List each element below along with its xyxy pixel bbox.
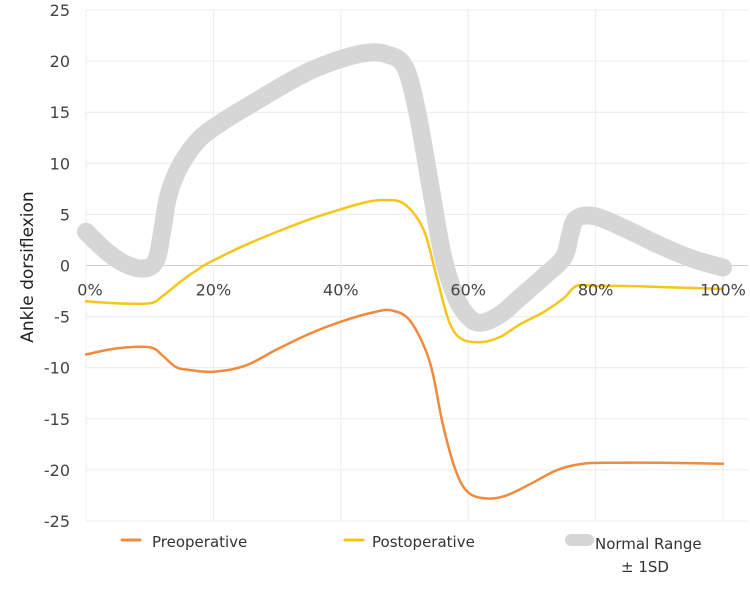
legend-label: Normal Range [595,535,702,553]
y-tick-label: -25 [44,512,70,531]
y-tick-label: -10 [44,359,70,378]
x-tick-label: 100% [700,281,746,300]
postoperative-line [84,198,725,344]
legend-item-normal-range: Normal Range ± 1SD [565,534,702,576]
legend-label: Postoperative [372,533,475,551]
y-tick-label: 15 [50,103,70,122]
y-tick-label: 25 [50,1,70,20]
legend-item-preoperative: Preoperative [120,533,247,551]
series-lines [77,43,732,500]
y-tick-label: -20 [44,461,70,480]
x-tick-label: 80% [578,281,614,300]
x-tick-label: 0% [77,281,102,300]
x-axis-ticks: 0% 20% 40% 60% 80% 100% [77,281,746,300]
y-tick-label: -15 [44,410,70,429]
y-tick-label: -5 [54,308,70,327]
y-axis-label: Ankle dorsiflexion [18,191,38,342]
normal-range-band [77,43,732,332]
legend: Preoperative Postoperative Normal Range ± 1… [120,533,702,576]
y-tick-label: 5 [60,205,70,224]
preoperative-line [84,308,725,500]
legend-label: ± 1SD [621,558,669,576]
x-tick-label: 20% [196,281,232,300]
y-tick-label: 10 [50,154,70,173]
x-tick-label: 60% [450,281,486,300]
x-tick-label: 40% [323,281,359,300]
legend-label: Preoperative [152,533,247,551]
legend-item-postoperative: Postoperative [343,533,475,551]
y-axis-ticks: 25 20 15 10 5 0 -5 -10 -15 -20 -25 [44,1,70,531]
y-tick-label: 20 [50,52,70,71]
y-tick-label: 0 [60,257,70,276]
